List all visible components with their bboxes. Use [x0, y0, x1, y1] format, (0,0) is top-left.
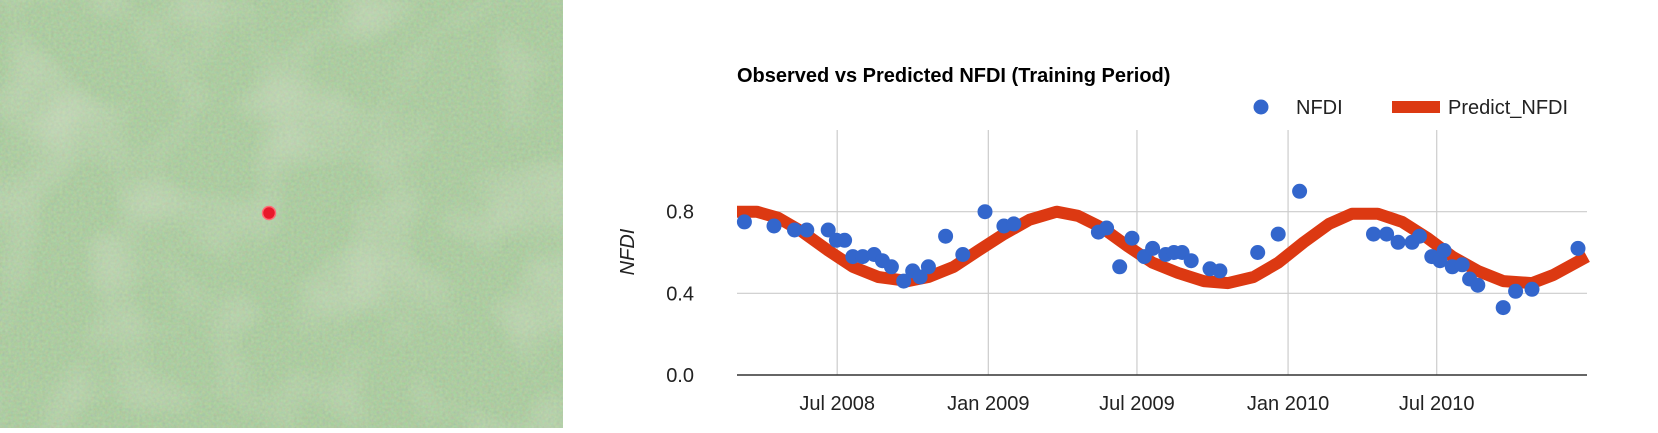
data-point-nfdi [736, 214, 752, 230]
data-point-nfdi [799, 222, 815, 238]
x-tick-label: Jul 2010 [1399, 393, 1475, 415]
data-point-nfdi [1250, 245, 1266, 260]
data-point-nfdi [896, 273, 912, 289]
data-point-nfdi [1006, 216, 1022, 232]
data-point-nfdi [1366, 226, 1381, 242]
legend[interactable]: NFDI Predict_NFDI [1253, 97, 1569, 119]
data-point-nfdi [766, 218, 782, 234]
location-marker[interactable] [261, 205, 277, 221]
data-point-nfdi [1390, 234, 1406, 250]
data-point-nfdi [977, 204, 993, 220]
data-point-nfdi [820, 222, 836, 238]
legend-marker-nfdi [1253, 99, 1269, 115]
data-point-nfdi [1124, 230, 1140, 246]
aerial-image [0, 0, 563, 428]
data-point-nfdi [1145, 240, 1161, 256]
data-point-nfdi [1183, 253, 1199, 269]
data-point-nfdi [938, 228, 954, 244]
legend-marker-predict [1392, 101, 1440, 113]
series-layer [736, 183, 1590, 316]
data-point-nfdi [1112, 259, 1128, 275]
data-point-nfdi [1570, 240, 1586, 256]
data-point-nfdi [1379, 226, 1395, 242]
data-point-nfdi [1270, 226, 1286, 242]
aerial-bare-patches [0, 0, 563, 428]
data-point-nfdi [837, 232, 853, 248]
chart-title: Observed vs Predicted NFDI (Training Per… [737, 65, 1170, 87]
data-point-nfdi [1470, 277, 1486, 293]
data-point-nfdi [912, 269, 928, 285]
data-point-nfdi [883, 259, 899, 275]
data-point-nfdi [955, 247, 971, 262]
y-axis-label: NFDI [617, 228, 639, 275]
data-point-nfdi [1412, 228, 1427, 244]
data-point-nfdi [1292, 183, 1308, 199]
data-point-nfdi [920, 259, 936, 275]
data-point-nfdi [1454, 257, 1470, 273]
chart-panel: 0.0 0.4 0.8 Jul 2008 Jan 2009 Jul 2009 Jan 201… [563, 0, 1658, 428]
x-tick-label: Jul 2008 [799, 393, 875, 415]
legend-label-predict: Predict_NFDI [1448, 97, 1568, 119]
data-point-nfdi [1436, 243, 1452, 258]
legend-label-nfdi: NFDI [1296, 97, 1343, 119]
y-tick-label: 0.8 [666, 202, 694, 224]
nfdi-chart: 0.0 0.4 0.8 Jul 2008 Jan 2009 Jul 2009 Jan 201… [617, 65, 1590, 415]
y-tick-label: 0.4 [666, 283, 694, 305]
data-point-nfdi [1508, 283, 1524, 299]
x-tick-label: Jul 2009 [1099, 393, 1175, 415]
series-predict-nfdi-line [737, 205, 1590, 290]
axes: 0.0 0.4 0.8 Jul 2008 Jan 2009 Jul 2009 Jan 201… [666, 202, 1587, 415]
data-point-nfdi [1495, 300, 1511, 316]
aerial-image-canvas [0, 0, 563, 428]
y-tick-label: 0.0 [666, 365, 694, 387]
x-tick-label: Jan 2009 [947, 393, 1029, 415]
data-point-nfdi [1524, 281, 1540, 297]
data-point-nfdi [787, 222, 802, 238]
data-point-nfdi [855, 249, 871, 265]
data-point-nfdi [1212, 263, 1228, 279]
data-point-nfdi [1099, 220, 1115, 236]
x-tick-label: Jan 2010 [1247, 393, 1329, 415]
